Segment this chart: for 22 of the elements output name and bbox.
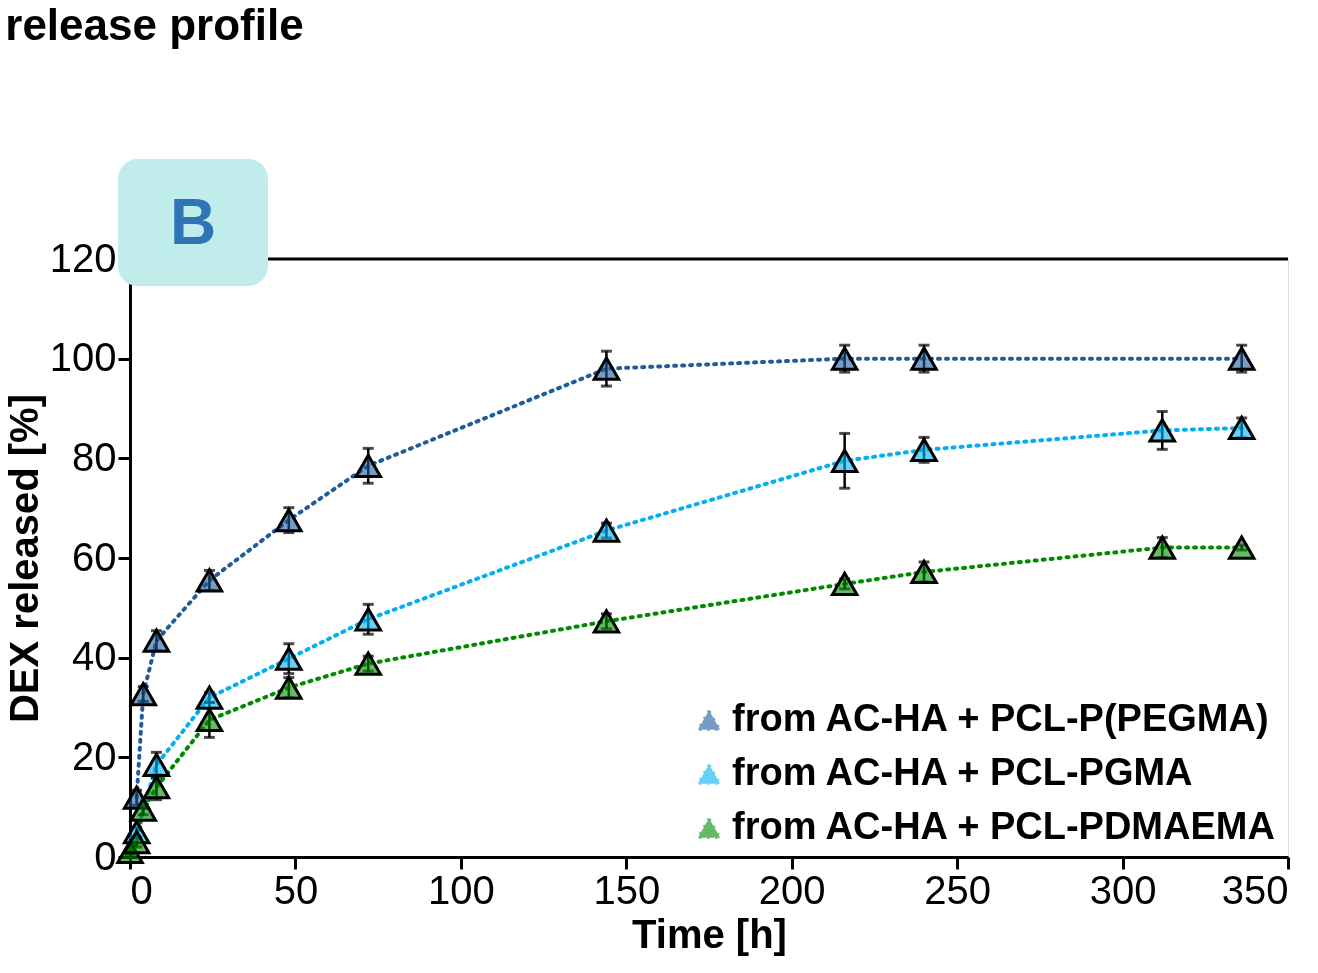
x-tick-label: 50 [273, 867, 319, 912]
chart-title: release profile [5, 0, 304, 49]
x-tick-label: 0 [130, 867, 153, 912]
legend-label: from AC-HA + PCL-PDMAEMA [732, 805, 1275, 847]
x-tick-label: 150 [593, 867, 661, 912]
y-tick-label: 60 [72, 534, 117, 579]
x-tick-label: 250 [924, 867, 992, 912]
y-tick-label: 20 [72, 733, 117, 778]
y-tick-label: 120 [49, 235, 117, 280]
y-tick-label: 80 [72, 434, 117, 479]
x-tick-label: 350 [1221, 867, 1289, 912]
x-tick-label: 300 [1089, 867, 1157, 912]
text: B [169, 186, 217, 258]
legend-label: from AC-HA + PCL-PGMA [732, 751, 1193, 793]
legend-label: from AC-HA + PCL-P(PEGMA) [732, 697, 1269, 739]
x-tick-label: 100 [427, 867, 495, 912]
y-tick-label: 0 [94, 833, 117, 878]
y-tick-label: 100 [49, 335, 117, 380]
y-axis-title: DEX released [%] [1, 393, 46, 724]
x-axis-title: Time [h] [632, 911, 787, 956]
x-tick-label: 200 [758, 867, 826, 912]
y-tick-label: 40 [72, 634, 117, 679]
